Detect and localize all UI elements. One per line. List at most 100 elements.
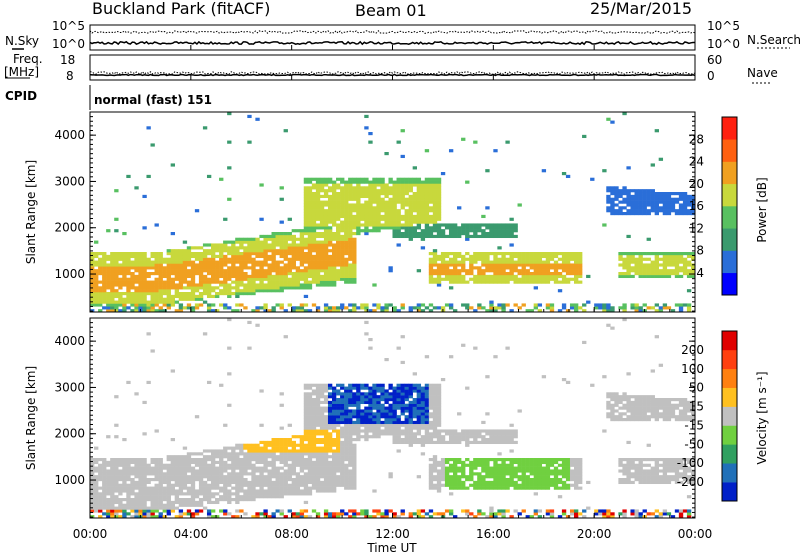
velocity-cell: [295, 455, 301, 459]
power-cell: [420, 234, 426, 239]
power-cell: [134, 309, 139, 313]
power-cell: [436, 232, 442, 236]
velocity-cell: [319, 460, 325, 465]
velocity-cell: [360, 409, 365, 413]
velocity-cell: [279, 460, 284, 465]
power-cell: [303, 189, 309, 193]
velocity-cell: [130, 486, 135, 490]
velocity-cell: [457, 412, 462, 416]
power-cell: [174, 283, 180, 287]
power-cell: [235, 246, 240, 250]
power-cell: [634, 263, 639, 267]
power-cell: [138, 274, 143, 279]
power-cell: [380, 209, 385, 213]
power-cell: [662, 206, 668, 210]
velocity-cell: [279, 446, 284, 450]
velocity-cell: [215, 460, 220, 465]
velocity-cell: [348, 420, 353, 425]
power-cell: [465, 252, 470, 256]
power-cell: [565, 260, 571, 264]
power-cell: [638, 192, 643, 196]
velocity-cell: [279, 458, 284, 462]
power-cell: [279, 232, 284, 236]
power-cell: [348, 252, 353, 256]
velocity-cell: [424, 512, 430, 516]
power-cell: [303, 177, 309, 181]
power-cell: [400, 177, 405, 181]
velocity-cell: [404, 409, 409, 413]
power-cell: [319, 240, 325, 244]
velocity-cell: [392, 423, 397, 427]
velocity-cell: [340, 469, 345, 473]
power-cell: [650, 272, 655, 276]
velocity-cell: [336, 418, 341, 422]
velocity-cell: [307, 429, 313, 433]
velocity-cell: [162, 475, 167, 479]
power-cell: [110, 289, 115, 293]
power-cell: [315, 197, 321, 201]
velocity-cell: [182, 498, 188, 502]
power-cell: [678, 254, 684, 259]
velocity-cell: [98, 492, 103, 496]
velocity-cell: [360, 400, 365, 405]
velocity-cell: [202, 463, 208, 467]
power-cell: [666, 192, 672, 196]
power-cell: [340, 249, 345, 253]
velocity-cell: [134, 472, 139, 476]
velocity-cell: [323, 443, 329, 447]
power-cell: [376, 192, 381, 196]
velocity-cell: [420, 426, 426, 430]
power-cell: [533, 252, 538, 256]
velocity-cell: [303, 478, 309, 482]
velocity-cell: [364, 320, 369, 325]
power-cell: [372, 223, 377, 227]
power-cell: [432, 209, 438, 213]
velocity-cell: [170, 492, 175, 496]
velocity-cell: [307, 400, 313, 405]
power-cell: [190, 246, 196, 250]
velocity-cell: [186, 489, 192, 493]
power-cell: [311, 186, 317, 190]
power-cell: [336, 274, 341, 279]
power-cell: [291, 260, 296, 264]
power-cell: [271, 289, 276, 293]
velocity-cell: [364, 515, 369, 519]
velocity-cell: [259, 440, 264, 445]
velocity-cell: [142, 503, 147, 507]
power-cell: [561, 269, 567, 273]
velocity-cell: [219, 480, 224, 485]
velocity-cell: [255, 495, 260, 499]
velocity-cell: [142, 463, 147, 467]
power-cell: [457, 277, 462, 281]
power-cell: [211, 277, 216, 281]
power-cell: [408, 189, 413, 193]
velocity-cell: [223, 512, 228, 516]
velocity-cell: [489, 429, 494, 433]
power-cell: [307, 280, 313, 284]
power-cell: [251, 252, 256, 256]
velocity-cell: [323, 435, 329, 439]
power-cell: [497, 280, 502, 284]
velocity-cell: [465, 443, 470, 447]
power-cell: [662, 303, 668, 307]
freq-unit-label: [MHz]: [4, 65, 39, 79]
velocity-cell: [178, 492, 184, 496]
power-cell: [219, 289, 224, 293]
velocity-cell: [432, 423, 438, 427]
velocity-cell: [380, 512, 385, 516]
power-cell: [392, 229, 397, 233]
velocity-cell: [271, 460, 276, 465]
velocity-cell: [360, 395, 365, 399]
power-cell: [626, 252, 631, 256]
power-cell: [618, 189, 623, 193]
power-cell: [267, 274, 272, 279]
power-cell: [505, 260, 510, 264]
velocity-cell: [150, 349, 155, 353]
power-cell: [344, 226, 349, 230]
power-cell: [682, 257, 688, 261]
velocity-cell: [130, 480, 135, 485]
power-cell: [356, 229, 361, 233]
power-cell: [557, 280, 563, 284]
power-cell: [303, 212, 309, 216]
velocity-cell: [182, 472, 188, 476]
